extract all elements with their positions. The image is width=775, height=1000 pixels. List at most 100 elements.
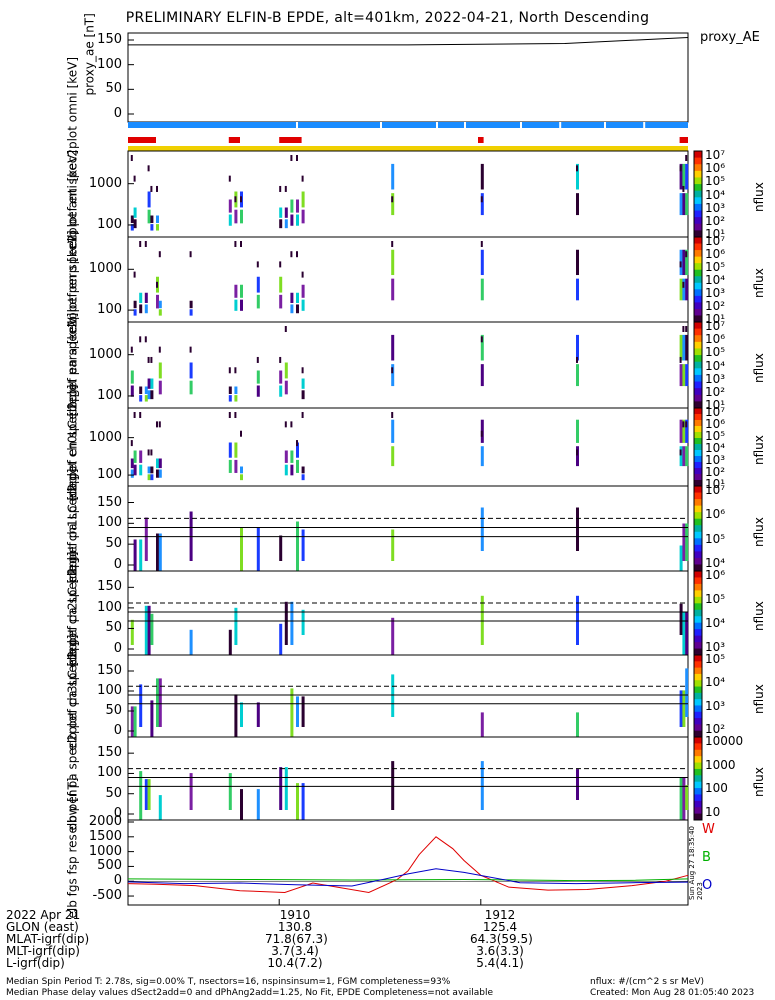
panel-ytick-label: 0 xyxy=(113,641,122,656)
data-stripe xyxy=(685,193,689,216)
data-stripe xyxy=(158,458,162,469)
mag-ytick-label: 2000 xyxy=(88,814,122,829)
colorbar-segment xyxy=(694,724,702,732)
data-stripe xyxy=(147,466,151,474)
data-stripe xyxy=(139,539,143,571)
data-stripe xyxy=(130,458,134,469)
data-stripe xyxy=(133,309,137,316)
colorbar-segment xyxy=(694,525,702,533)
footer-row-label: MLAT-igrf(dip) xyxy=(6,932,90,946)
colorbar-segment xyxy=(694,512,702,520)
data-stripe xyxy=(228,412,231,418)
data-stripe xyxy=(301,474,305,481)
data-stripe xyxy=(130,706,134,737)
data-stripe xyxy=(679,449,682,456)
data-stripe xyxy=(576,278,579,301)
proxy-ytick-label: 50 xyxy=(105,81,122,97)
colorbar-label: nflux xyxy=(752,684,766,714)
panel-ytick-label: 100 xyxy=(97,599,122,615)
data-stripe xyxy=(189,380,193,395)
colorbar-segment xyxy=(694,518,702,526)
footer-col1-value: 10.4(7.2) xyxy=(267,956,323,970)
proxy-ae-line xyxy=(128,37,689,46)
colorbar-segment xyxy=(694,263,702,271)
colorbar-segment xyxy=(694,629,702,637)
data-stripe xyxy=(480,196,483,203)
data-stripe xyxy=(147,390,151,400)
data-stripe xyxy=(158,469,162,478)
colorbar-segment xyxy=(694,635,702,643)
colorbar-segment xyxy=(694,217,702,225)
colorbar-tick-label: 10⁴ xyxy=(705,555,726,570)
data-stripe xyxy=(391,241,394,247)
data-stripe xyxy=(284,421,287,428)
data-stripe xyxy=(301,466,305,474)
data-stripe xyxy=(284,601,288,645)
data-stripe xyxy=(234,241,237,247)
data-stripe xyxy=(133,175,136,182)
data-stripe xyxy=(133,300,137,309)
colorbar-segment xyxy=(694,223,702,231)
data-stripe xyxy=(296,214,299,226)
colorbar-segment xyxy=(694,474,702,481)
data-stripe xyxy=(480,712,484,737)
data-stripe xyxy=(576,163,579,190)
colorbar-segment xyxy=(694,609,702,617)
data-stripe xyxy=(130,155,133,161)
colorbar-segment xyxy=(694,538,702,546)
data-stripe xyxy=(290,688,294,737)
data-stripe xyxy=(685,523,689,561)
fgm-gap xyxy=(559,122,562,128)
data-stripe xyxy=(139,241,142,247)
data-stripe xyxy=(685,668,689,717)
data-stripe xyxy=(133,207,137,218)
data-stripe xyxy=(150,215,154,224)
colorbar-tick-label: 10⁶ xyxy=(705,247,726,262)
colorbar-segment xyxy=(694,768,702,776)
colorbar-segment xyxy=(694,794,702,802)
data-stripe xyxy=(576,595,579,645)
data-stripe xyxy=(150,466,154,474)
panel-ytick-label: 100 xyxy=(97,216,122,232)
colorbar-segment xyxy=(694,749,702,757)
data-stripe xyxy=(158,421,161,428)
data-stripe xyxy=(256,702,260,727)
data-stripe xyxy=(682,185,685,192)
data-stripe xyxy=(139,684,143,727)
data-stripe xyxy=(234,196,237,203)
colorbar-segment xyxy=(694,692,702,700)
data-stripe xyxy=(158,795,162,820)
data-stripe xyxy=(301,412,304,418)
data-stripe xyxy=(130,385,134,397)
data-stripe xyxy=(391,617,395,655)
data-stripe xyxy=(228,442,232,458)
proxy-ytick-label: 0 xyxy=(113,106,122,121)
footer-line2: Median Phase delay values dSect2add=0 an… xyxy=(6,988,494,998)
data-stripe xyxy=(139,450,143,463)
data-stripe xyxy=(576,364,579,387)
colorbar-segment xyxy=(694,328,702,336)
footer-col1-value: 1910 xyxy=(279,908,311,922)
data-stripe xyxy=(279,207,283,218)
data-stripe xyxy=(228,395,232,402)
data-stripe xyxy=(679,165,682,172)
colorbar-label: nflux xyxy=(752,435,766,465)
colorbar-tick-label: 10⁴ xyxy=(705,675,726,690)
colorbar-frame xyxy=(693,736,703,821)
colorbar-tick-label: 10² xyxy=(705,722,726,737)
data-stripe xyxy=(256,261,259,268)
panel-ytick-label: 1000 xyxy=(88,175,122,191)
colorbar-segment xyxy=(694,388,702,396)
colorbar-segment xyxy=(694,775,702,783)
footer-row-label: 2022 Apr 21 xyxy=(6,908,81,922)
colorbar-segment xyxy=(694,686,702,694)
data-stripe xyxy=(133,450,137,463)
data-stripe xyxy=(139,395,143,402)
spectrogram-panel-6 xyxy=(127,654,689,738)
fgm-status-bar xyxy=(128,122,688,128)
data-stripe xyxy=(296,155,298,161)
footer-col2-value: 3.6(3.3) xyxy=(476,944,524,958)
data-stripe xyxy=(679,603,683,635)
data-stripe xyxy=(480,507,484,551)
data-stripe xyxy=(147,209,151,224)
